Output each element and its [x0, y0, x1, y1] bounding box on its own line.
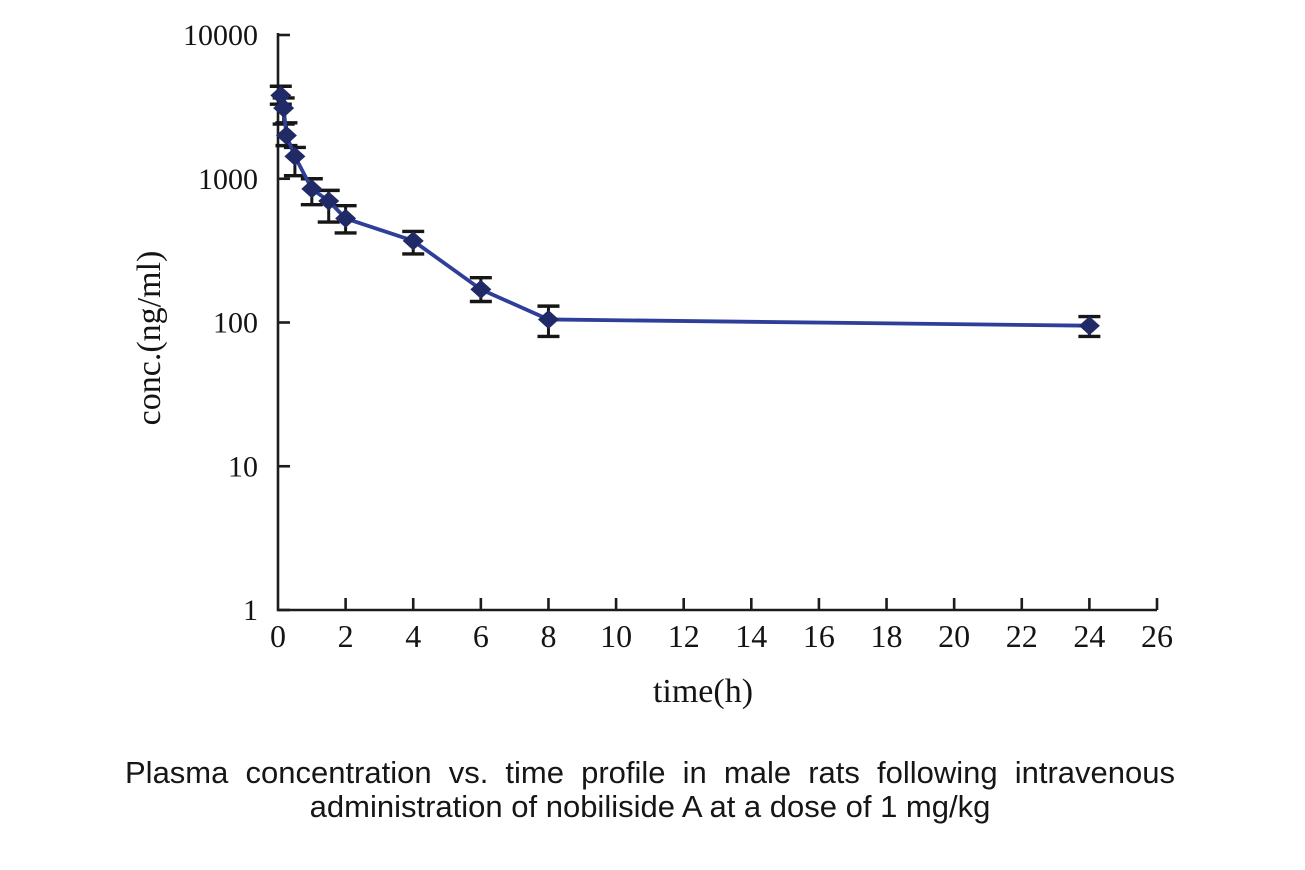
x-tick-label: 24: [1073, 618, 1105, 654]
diamond-marker: [537, 309, 559, 329]
x-axis-ticks: 0 2 4 6 8 10 12 14 16 18 20 22 24 26: [270, 598, 1173, 654]
data-points: [270, 85, 1100, 336]
diamond-marker: [275, 125, 297, 145]
diamond-marker: [1078, 316, 1100, 336]
y-axis-ticks: 1 10 100 1000 10000: [183, 19, 290, 627]
x-tick-label: 14: [735, 618, 767, 654]
y-tick-label: 100: [213, 307, 258, 340]
x-tick-label: 22: [1006, 618, 1038, 654]
diamond-marker: [335, 208, 357, 228]
figure-caption: Plasma concentration vs. time profile in…: [125, 756, 1175, 824]
x-tick-label: 26: [1141, 618, 1173, 654]
diamond-marker: [270, 85, 292, 105]
x-tick-label: 18: [871, 618, 903, 654]
y-tick-label: 1: [243, 594, 258, 627]
x-tick-label: 10: [600, 618, 632, 654]
x-axis-title: time(h): [653, 673, 753, 710]
x-tick-label: 12: [668, 618, 700, 654]
y-tick-label: 10: [228, 450, 258, 483]
caption-line-1: Plasma concentration vs. time profile in…: [125, 755, 1175, 790]
x-tick-label: 6: [473, 618, 489, 654]
x-tick-label: 2: [338, 618, 354, 654]
x-tick-label: 20: [938, 618, 970, 654]
diamond-marker: [273, 98, 295, 118]
diamond-marker: [470, 279, 492, 299]
x-tick-label: 16: [803, 618, 835, 654]
caption-line-2: administration of nobiliside A at a dose…: [309, 789, 991, 824]
y-axis-title: conc.(ng/ml): [131, 251, 168, 426]
x-tick-label: 4: [405, 618, 421, 654]
diamond-marker: [284, 146, 306, 166]
error-bars: [269, 84, 1101, 339]
data-line: [278, 94, 1090, 328]
y-tick-label: 1000: [198, 163, 258, 196]
x-tick-label: 0: [270, 618, 286, 654]
y-tick-label: 10000: [183, 19, 258, 52]
diamond-marker: [402, 231, 424, 251]
diamond-marker: [318, 191, 340, 211]
diamond-marker: [301, 179, 323, 199]
x-tick-label: 8: [540, 618, 556, 654]
